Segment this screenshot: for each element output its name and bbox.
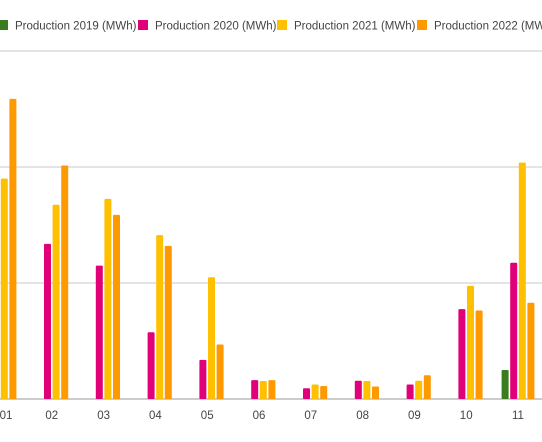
legend-label: Production 2020 (MWh) — [155, 21, 277, 33]
legend-swatch — [417, 20, 427, 30]
bar[interactable] — [164, 245, 172, 399]
legend-swatch — [277, 20, 287, 30]
legend-item[interactable]: Production 2021 (MWh) — [277, 20, 416, 33]
bar[interactable] — [268, 380, 276, 399]
bar[interactable] — [372, 386, 379, 399]
x-tick-label: 11 — [512, 410, 524, 422]
bar[interactable] — [259, 381, 267, 399]
bar[interactable] — [406, 384, 414, 400]
bar[interactable] — [61, 165, 69, 399]
legend-swatch — [0, 20, 8, 30]
x-tick-label: 03 — [97, 410, 110, 422]
legend[interactable]: Production 2019 (MWh) Production 2020 (MW… — [0, 20, 542, 33]
bar[interactable] — [423, 375, 431, 399]
legend-item[interactable]: Production 2022 (MWh) — [417, 20, 542, 33]
x-tick-label: 07 — [304, 410, 317, 422]
bar[interactable] — [303, 388, 310, 399]
bar[interactable] — [518, 162, 526, 399]
bar[interactable] — [251, 380, 259, 399]
x-tick-label: 10 — [460, 410, 473, 422]
bar[interactable] — [363, 381, 371, 399]
bars — [0, 98, 535, 400]
bar[interactable] — [95, 265, 103, 399]
legend-label: Production 2022 (MWh) — [434, 21, 542, 33]
bar[interactable] — [501, 370, 509, 399]
bar[interactable] — [311, 384, 319, 400]
x-tick-label: 05 — [201, 410, 214, 422]
bar[interactable] — [458, 309, 466, 399]
bar[interactable] — [354, 380, 362, 399]
x-tick-label: 09 — [408, 410, 421, 422]
legend-label: Production 2019 (MWh) — [15, 21, 137, 33]
bar[interactable] — [0, 178, 8, 399]
bar[interactable] — [475, 310, 483, 399]
x-tick-label: 02 — [45, 410, 58, 422]
x-tick-label: 04 — [149, 410, 162, 422]
bar[interactable] — [52, 204, 60, 399]
x-tick-label: 06 — [253, 410, 266, 422]
bar[interactable] — [208, 277, 215, 399]
bar[interactable] — [320, 385, 328, 399]
x-tick-labels: 01 02 03 04 05 06 07 08 09 10 11 — [0, 410, 524, 422]
legend-item[interactable]: Production 2020 (MWh) — [138, 20, 277, 33]
bar[interactable] — [527, 302, 535, 399]
bar[interactable] — [216, 344, 224, 399]
legend-swatch — [138, 20, 148, 30]
bar[interactable] — [156, 235, 164, 399]
bar[interactable] — [113, 214, 120, 399]
bar[interactable] — [9, 98, 17, 399]
bar[interactable] — [44, 243, 51, 399]
legend-label: Production 2021 (MWh) — [294, 21, 416, 33]
x-tick-label: 01 — [0, 410, 12, 422]
bar[interactable] — [147, 332, 155, 399]
bar[interactable] — [415, 380, 423, 399]
bar[interactable] — [510, 262, 518, 399]
legend-item[interactable]: Production 2019 (MWh) — [0, 20, 137, 33]
x-tick-label: 08 — [356, 410, 369, 422]
bar[interactable] — [199, 359, 207, 399]
bar[interactable] — [104, 198, 112, 399]
bar[interactable] — [467, 285, 474, 399]
